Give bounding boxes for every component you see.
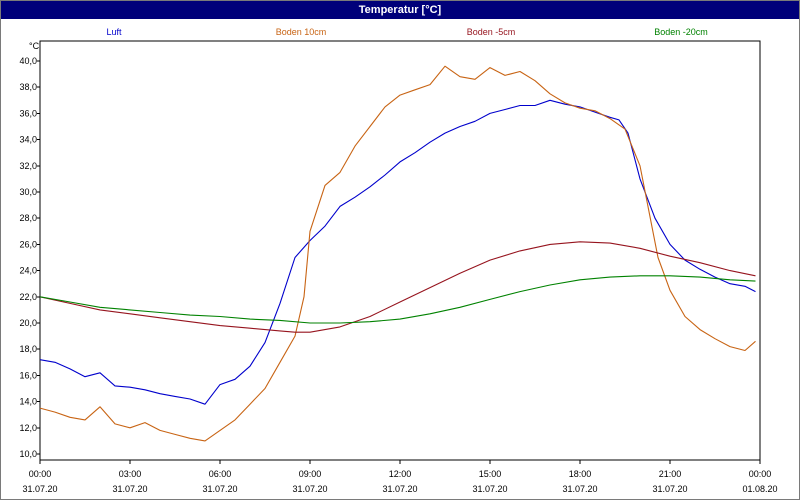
y-tick-label: 26,0 (19, 239, 37, 249)
y-tick-label: 30,0 (19, 187, 37, 197)
x-tick-date-label: 31.07.20 (652, 484, 687, 494)
legend-item-1: Luft (106, 27, 122, 37)
x-tick-date-label: 31.07.20 (562, 484, 597, 494)
y-tick-label: 22,0 (19, 292, 37, 302)
series-line-2 (39, 65, 756, 442)
window-title: Temperatur [°C] (1, 1, 799, 19)
legend-item-2: Boden 10cm (276, 27, 327, 37)
plot-frame (39, 40, 761, 461)
x-tick-date-label: 31.07.20 (382, 484, 417, 494)
x-tick-time-label: 00:00 (749, 469, 772, 479)
x-tick-time-label: 03:00 (119, 469, 142, 479)
y-tick-label: 20,0 (19, 318, 37, 328)
x-tick-date-label: 31.07.20 (202, 484, 237, 494)
legend-item-4: Boden -20cm (654, 27, 708, 37)
series-line-1 (39, 99, 756, 405)
y-tick-label: 24,0 (19, 266, 37, 276)
x-tick-date-label: 31.07.20 (22, 484, 57, 494)
y-tick-label: 32,0 (19, 161, 37, 171)
x-tick-date-label: 31.07.20 (292, 484, 327, 494)
x-tick-time-label: 18:00 (569, 469, 592, 479)
legend: Luft Boden 10cm Boden -5cm Boden -20cm (106, 27, 707, 37)
legend-item-3: Boden -5cm (467, 27, 516, 37)
y-tick-label: 10,0 (19, 449, 37, 459)
series-line-3 (39, 241, 756, 333)
x-tick-time-label: 21:00 (659, 469, 682, 479)
y-tick-label: 36,0 (19, 108, 37, 118)
x-tick-time-label: 12:00 (389, 469, 412, 479)
y-tick-label: 14,0 (19, 397, 37, 407)
x-tick-date-label: 31.07.20 (112, 484, 147, 494)
x-tick-time-label: 06:00 (209, 469, 232, 479)
axes: °C 10,0 12,0 14,0 16,0 18,0 20,0 22,0 24,0 26,0 28… (19, 40, 778, 494)
series-line-4 (39, 275, 756, 324)
y-unit-label: °C (29, 41, 40, 51)
x-tick-time-label: 15:00 (479, 469, 502, 479)
y-tick-label: 40,0 (19, 56, 37, 66)
y-tick-label: 12,0 (19, 423, 37, 433)
x-tick-time-label: 09:00 (299, 469, 322, 479)
series-lines (39, 65, 756, 442)
x-tick-time-label: 00:00 (29, 469, 52, 479)
y-tick-label: 18,0 (19, 344, 37, 354)
y-tick-label: 16,0 (19, 370, 37, 380)
y-tick-label: 38,0 (19, 82, 37, 92)
x-tick-date-label: 31.07.20 (472, 484, 507, 494)
y-tick-label: 34,0 (19, 135, 37, 145)
y-tick-label: 28,0 (19, 213, 37, 223)
x-tick-date-label: 01.08.20 (742, 484, 777, 494)
